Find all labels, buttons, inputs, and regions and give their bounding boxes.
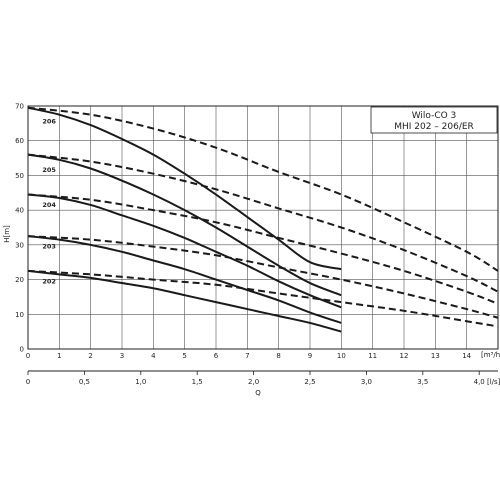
y-tick-label: 30 — [15, 241, 24, 249]
y-axis-ticks: 0 10 20 30 40 50 60 70 — [15, 103, 24, 354]
x-tick-label: 8 — [276, 352, 280, 360]
y-axis-label: H[m] — [3, 225, 11, 243]
solid-curve-203 — [27, 235, 342, 324]
ls-tick-label: 1,0 — [135, 378, 146, 386]
x-unit-bottom: [l/s] — [487, 378, 500, 386]
plot-frame — [27, 105, 499, 350]
x-tick-label: 3 — [120, 352, 124, 360]
y-tick-label: 50 — [15, 172, 24, 180]
dashed-curve-202 — [27, 269, 499, 328]
ls-axis-ticks: 0 0,5 1,0 1,5 2,0 2,5 3,0 3,5 4,0 — [26, 371, 485, 386]
x-tick-label: 10 — [337, 352, 346, 360]
solid-curve-202 — [27, 269, 342, 333]
ls-tick-label: 4,0 — [474, 378, 485, 386]
solid-curve-205 — [27, 153, 342, 297]
x-tick-label: 7 — [245, 352, 249, 360]
ls-tick-label: 3,5 — [417, 378, 428, 386]
solid-curve-204 — [27, 193, 342, 309]
x-tick-label: 12 — [400, 352, 409, 360]
ls-tick-label: 2,0 — [248, 378, 259, 386]
x-tick-label: 13 — [431, 352, 440, 360]
y-tick-label: 20 — [15, 276, 24, 284]
chart-title-line1: Wilo-CO 3 — [412, 111, 457, 121]
solid-curve-206 — [27, 106, 342, 271]
curve-label-203: 203 — [42, 243, 56, 251]
curve-label-206: 206 — [42, 118, 56, 126]
grid-lines — [28, 106, 498, 349]
dashed-curve-204 — [27, 193, 499, 305]
y-tick-label: 60 — [15, 137, 24, 145]
ls-tick-label: 0,5 — [79, 378, 90, 386]
x-tick-label: 14 — [462, 352, 471, 360]
x-tick-label: 2 — [88, 352, 92, 360]
ls-tick-label: 0 — [26, 378, 30, 386]
x-tick-label: 0 — [26, 352, 30, 360]
x-tick-label: 4 — [151, 352, 156, 360]
x-unit-top: [m³/h] — [481, 351, 500, 359]
dashed-curve-203 — [27, 235, 499, 319]
x-tick-label: 11 — [368, 352, 377, 360]
x-axis-ticks: 0 1 2 3 4 5 6 7 8 9 10 11 12 13 14 — [26, 352, 472, 360]
curve-label-202: 202 — [42, 277, 56, 285]
curve-label-205: 205 — [42, 166, 56, 174]
curve-labels: 206 205 204 203 202 — [42, 118, 56, 286]
ls-tick-label: 2,5 — [304, 378, 315, 386]
ls-tick-label: 3,0 — [361, 378, 372, 386]
dashed-curve-205 — [27, 153, 499, 293]
curve-label-204: 204 — [42, 201, 56, 209]
y-tick-label: 70 — [15, 103, 24, 111]
x-axis-label: Q — [255, 389, 261, 397]
y-tick-label: 40 — [15, 207, 24, 215]
chart-title-line2: MHI 202 – 206/ER — [394, 122, 474, 132]
y-tick-label: 0 — [20, 346, 24, 354]
y-tick-label: 10 — [15, 311, 24, 319]
x-tick-label: 9 — [308, 352, 312, 360]
dashed-curve-206 — [27, 106, 499, 272]
ls-tick-label: 1,5 — [192, 378, 203, 386]
x-tick-label: 5 — [182, 352, 186, 360]
x-tick-label: 6 — [214, 352, 219, 360]
x-tick-label: 1 — [57, 352, 61, 360]
title-box — [370, 106, 498, 134]
pump-curves — [27, 106, 499, 333]
